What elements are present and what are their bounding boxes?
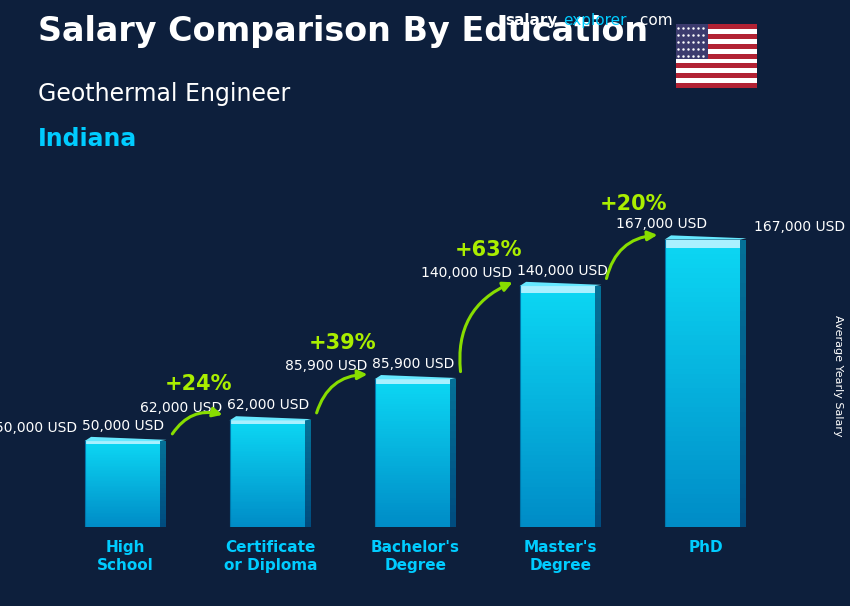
- Text: Bachelor's
Degree: Bachelor's Degree: [371, 541, 460, 573]
- Text: +63%: +63%: [454, 240, 522, 260]
- Text: 62,000 USD: 62,000 USD: [140, 401, 223, 415]
- Text: 50,000 USD: 50,000 USD: [82, 419, 164, 433]
- Polygon shape: [305, 421, 311, 527]
- Text: Certificate
or Diploma: Certificate or Diploma: [224, 541, 317, 573]
- Text: 50,000 USD: 50,000 USD: [0, 421, 77, 435]
- FancyArrowPatch shape: [460, 283, 509, 371]
- Text: 85,900 USD: 85,900 USD: [371, 357, 454, 371]
- Polygon shape: [740, 239, 746, 527]
- Text: 140,000 USD: 140,000 USD: [517, 264, 608, 278]
- Polygon shape: [665, 235, 746, 239]
- Polygon shape: [375, 375, 456, 379]
- Text: Master's
Degree: Master's Degree: [524, 541, 598, 573]
- Text: 167,000 USD: 167,000 USD: [616, 218, 707, 231]
- Text: Average Yearly Salary: Average Yearly Salary: [833, 315, 843, 436]
- Text: High
School: High School: [97, 541, 154, 573]
- Polygon shape: [450, 379, 456, 527]
- FancyArrowPatch shape: [316, 371, 364, 413]
- Text: explorer: explorer: [564, 13, 627, 28]
- Text: salary: salary: [506, 13, 558, 28]
- Text: Salary Comparison By Education: Salary Comparison By Education: [38, 15, 649, 48]
- Text: +20%: +20%: [599, 193, 666, 213]
- Polygon shape: [676, 24, 708, 59]
- FancyArrowPatch shape: [606, 232, 654, 279]
- Polygon shape: [160, 441, 167, 527]
- Text: .com: .com: [636, 13, 673, 28]
- Text: PhD: PhD: [688, 541, 722, 555]
- Text: +39%: +39%: [309, 333, 377, 353]
- Text: 167,000 USD: 167,000 USD: [754, 220, 845, 234]
- Text: 85,900 USD: 85,900 USD: [285, 359, 367, 373]
- Polygon shape: [519, 282, 602, 286]
- Polygon shape: [595, 286, 602, 527]
- Polygon shape: [84, 437, 167, 441]
- Text: 140,000 USD: 140,000 USD: [422, 266, 513, 280]
- Polygon shape: [230, 416, 311, 421]
- Text: 62,000 USD: 62,000 USD: [227, 398, 309, 412]
- Text: +24%: +24%: [164, 375, 232, 395]
- Text: Indiana: Indiana: [38, 127, 138, 152]
- Text: Geothermal Engineer: Geothermal Engineer: [38, 82, 291, 106]
- FancyArrowPatch shape: [173, 408, 219, 434]
